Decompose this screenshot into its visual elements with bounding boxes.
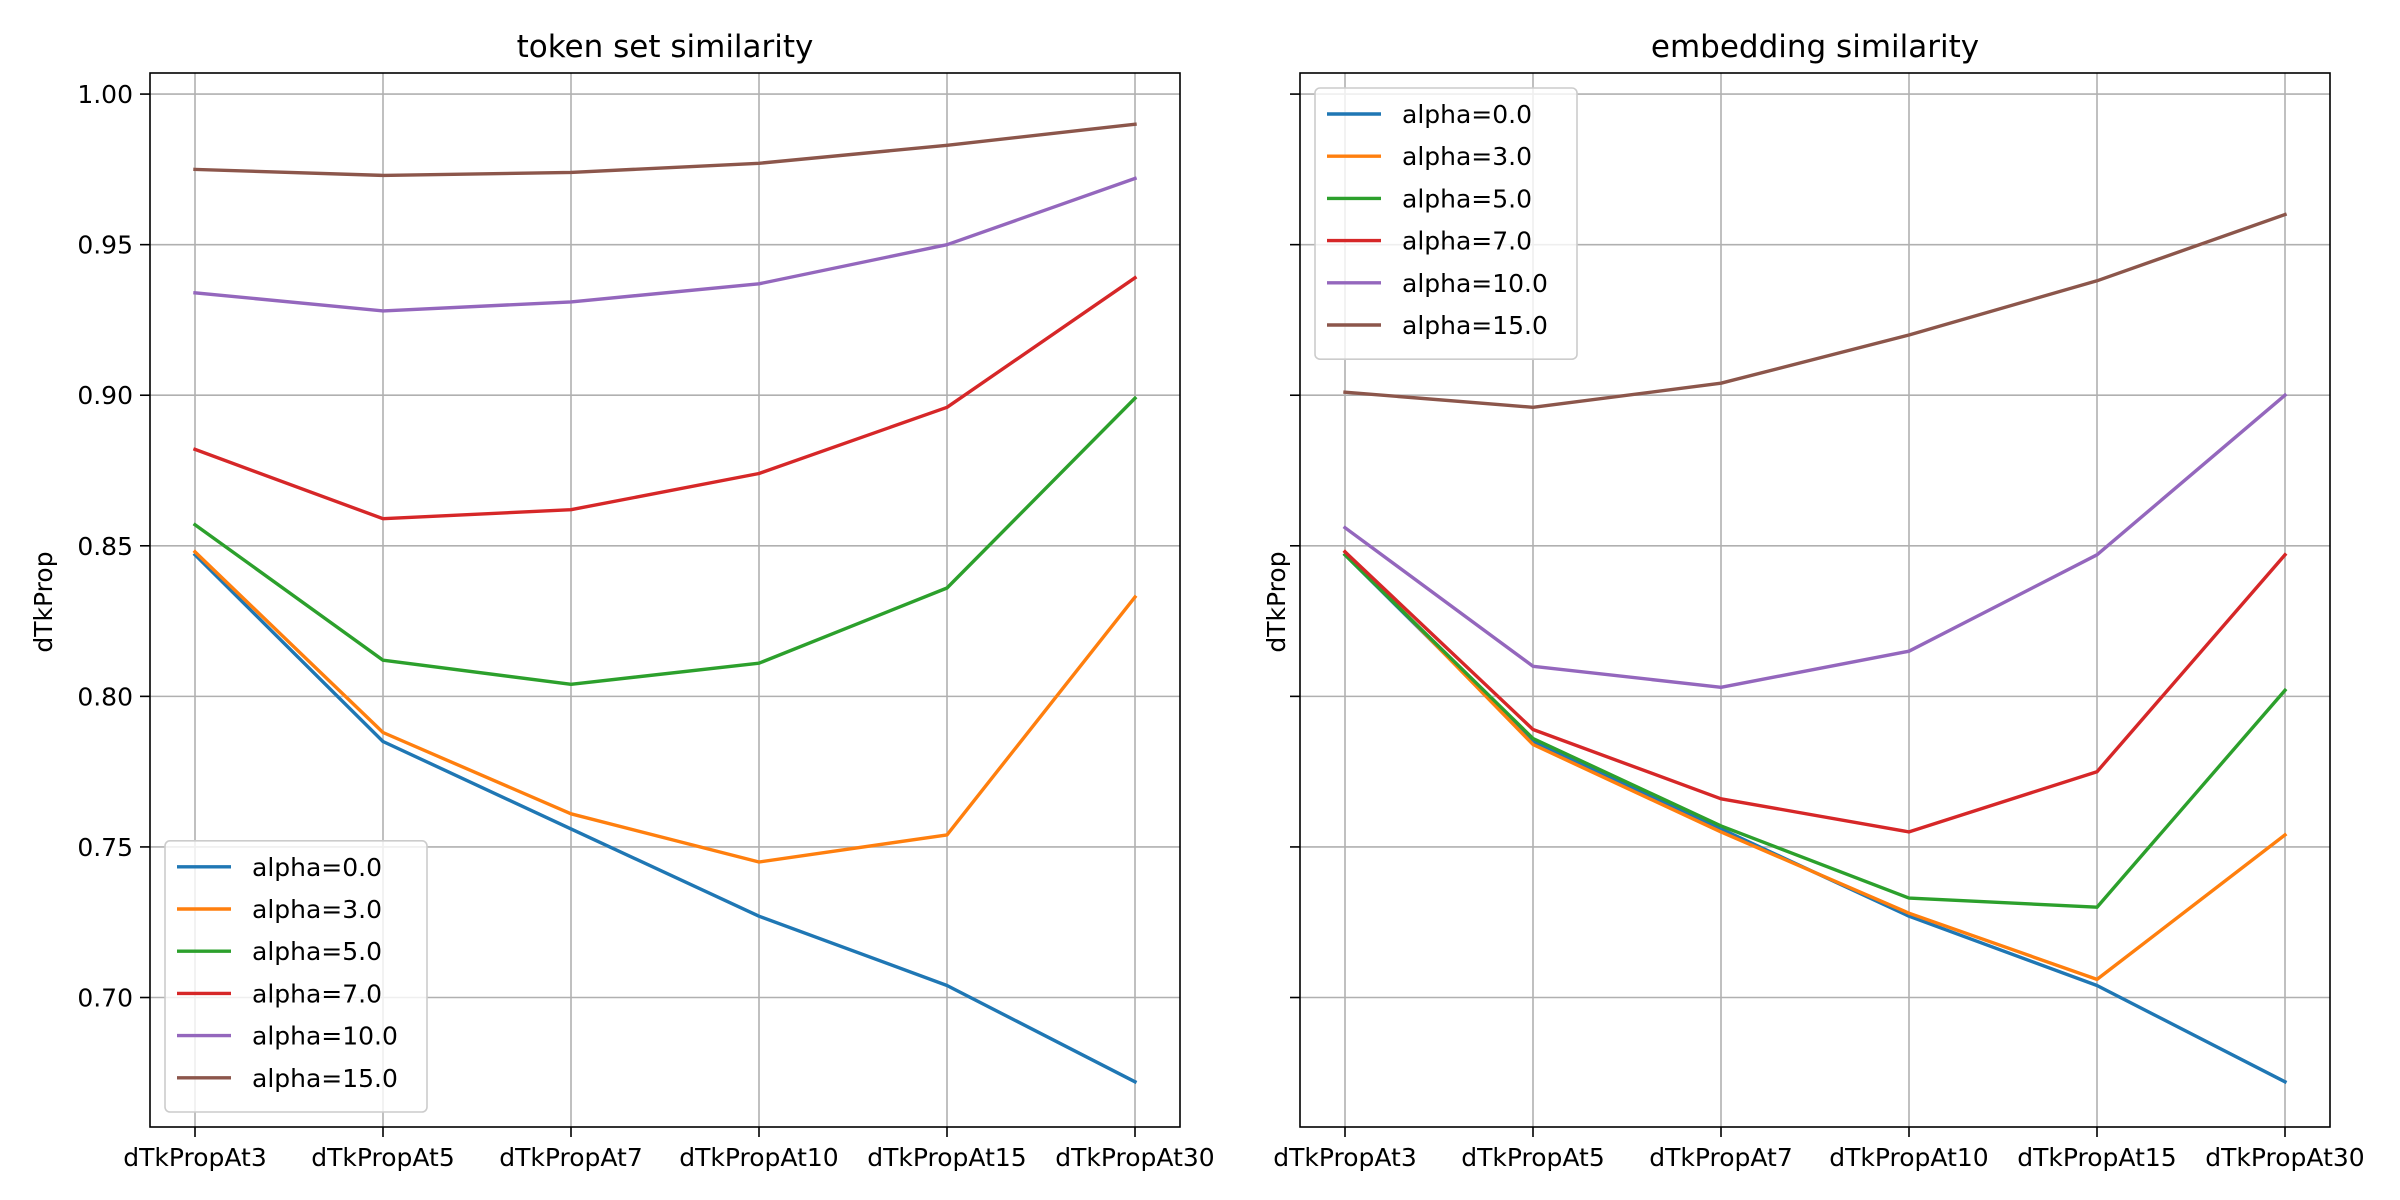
y-tick-label: 0.75 <box>77 833 133 862</box>
series-line-alpha-15-0 <box>193 122 1137 178</box>
series-line-alpha-15-0 <box>1343 212 2288 409</box>
series-line-alpha-7-0 <box>192 275 1138 521</box>
legend-item: alpha=10.0 <box>177 1022 398 1051</box>
legend-item: alpha=15.0 <box>1327 311 1548 340</box>
x-tick-label: dTkPropAt30 <box>2205 1143 2364 1172</box>
legend-item: alpha=0.0 <box>1327 100 1532 129</box>
y-tick-label: 1.00 <box>77 80 133 109</box>
legend-item: alpha=15.0 <box>177 1064 398 1093</box>
series-line-alpha-3-0 <box>192 549 1138 864</box>
legend-label: alpha=7.0 <box>1402 227 1532 256</box>
legend-item: alpha=3.0 <box>1327 142 1532 171</box>
chart-title: token set similarity <box>517 29 814 65</box>
series-line-alpha-7-0 <box>1342 549 2288 834</box>
x-tick-label: dTkPropAt10 <box>679 1143 838 1172</box>
series-line-alpha-5-0 <box>192 395 1138 686</box>
series-line-alpha-3-0 <box>1342 549 2288 982</box>
x-tick-label: dTkPropAt7 <box>1649 1143 1793 1172</box>
series-group <box>192 122 1138 1085</box>
legend-label: alpha=0.0 <box>252 853 382 882</box>
y-tick-label: 0.85 <box>77 532 133 561</box>
series-line-alpha-10-0 <box>1342 392 2288 689</box>
legend-label: alpha=0.0 <box>1402 100 1532 129</box>
chart-panel-1: dTkPropAt3 dTkPropAt5 dTkPropAt7 dTkPropAt1… <box>29 29 1215 1172</box>
y-tick-label: 0.70 <box>77 984 133 1013</box>
series-line-alpha-0-0 <box>1342 552 2288 1085</box>
legend-item: alpha=5.0 <box>177 937 382 966</box>
y-tick-label: 0.90 <box>77 381 133 410</box>
x-tick-label: dTkPropAt5 <box>1461 1143 1605 1172</box>
axes-frame <box>1299 72 2331 1128</box>
x-tick-label: dTkPropAt15 <box>867 1143 1026 1172</box>
y-axis-label: dTkProp <box>1262 551 1291 652</box>
x-tick-label: dTkPropAt7 <box>499 1143 643 1172</box>
grid-lines <box>150 73 1180 1127</box>
axes-frame <box>149 72 1181 1128</box>
x-tick-label: dTkPropAt10 <box>1829 1143 1988 1172</box>
legend-item: alpha=5.0 <box>1327 184 1532 213</box>
y-axis-label: dTkProp <box>29 551 58 652</box>
x-tick-label: dTkPropAt5 <box>311 1143 455 1172</box>
legend-item: alpha=7.0 <box>1327 227 1532 256</box>
legend-label: alpha=7.0 <box>252 979 382 1008</box>
legend-item: alpha=10.0 <box>1327 269 1548 298</box>
chart-title: embedding similarity <box>1651 29 1979 65</box>
legend-label: alpha=3.0 <box>252 895 382 924</box>
legend-label: alpha=10.0 <box>1402 269 1548 298</box>
series-line-alpha-0-0 <box>192 552 1138 1085</box>
legend-label: alpha=5.0 <box>1402 184 1532 213</box>
chart-panel-2: dTkPropAt3 dTkPropAt5 dTkPropAt7 dTkPropAt1… <box>1262 29 2365 1172</box>
legend-label: alpha=5.0 <box>252 937 382 966</box>
legend-label: alpha=3.0 <box>1402 142 1532 171</box>
series-line-alpha-10-0 <box>193 176 1138 313</box>
series-group <box>1342 212 2288 1085</box>
x-tick-label: dTkPropAt3 <box>123 1143 267 1172</box>
y-tick-label: 0.80 <box>77 682 133 711</box>
legend-label: alpha=15.0 <box>252 1064 398 1093</box>
legend: alpha=0.0 alpha=3.0 alpha=5.0 alpha=7.0 alph… <box>164 839 428 1113</box>
legend-item: alpha=7.0 <box>177 979 382 1008</box>
x-tick-label: dTkPropAt30 <box>1055 1143 1214 1172</box>
legend-item: alpha=3.0 <box>177 895 382 924</box>
y-tick-label: 0.95 <box>77 231 133 260</box>
legend-label: alpha=15.0 <box>1402 311 1548 340</box>
x-tick-label: dTkPropAt3 <box>1273 1143 1417 1172</box>
legend-label: alpha=10.0 <box>252 1022 398 1051</box>
legend: alpha=0.0 alpha=3.0 alpha=5.0 alpha=7.0 alph… <box>1314 87 1578 361</box>
legend-item: alpha=0.0 <box>177 853 382 882</box>
series-line-alpha-5-0 <box>1342 552 2288 909</box>
x-tick-label: dTkPropAt15 <box>2017 1143 2176 1172</box>
